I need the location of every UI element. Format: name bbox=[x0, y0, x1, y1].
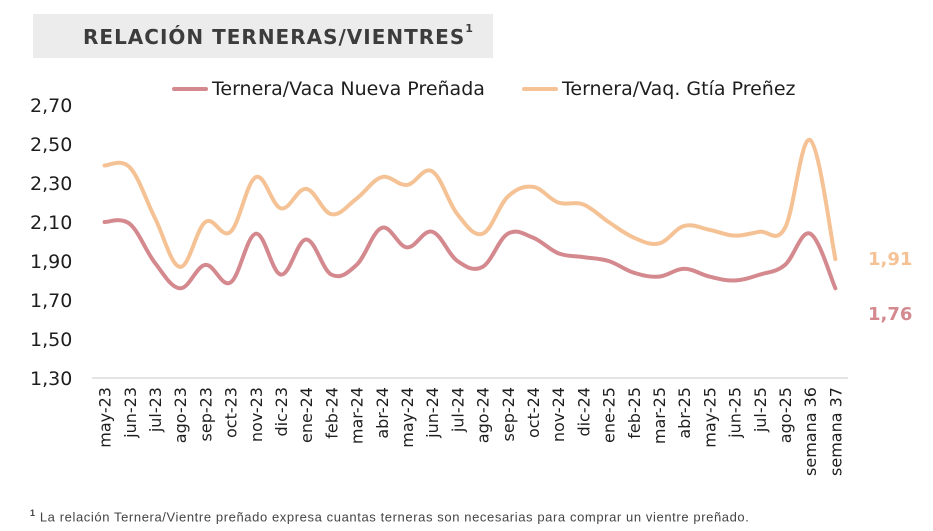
chart-title: RELACIÓN TERNERAS/VIENTRES1 bbox=[83, 22, 474, 49]
legend-label: Ternera/Vaca Nueva Preñada bbox=[212, 78, 485, 100]
y-tick-label: 2,50 bbox=[30, 134, 72, 156]
x-tick-label: ago-24 bbox=[474, 387, 493, 443]
y-tick-label: 1,50 bbox=[30, 329, 72, 351]
x-tick-label: sep-24 bbox=[499, 387, 518, 441]
series-line-1 bbox=[102, 218, 838, 291]
x-tick-label: dic-24 bbox=[574, 387, 593, 437]
chart-title-box: RELACIÓN TERNERAS/VIENTRES1 bbox=[33, 14, 493, 58]
legend-item-nueva-prenada: Ternera/Vaca Nueva Preñada bbox=[172, 77, 485, 101]
y-tick-label: 2,10 bbox=[30, 212, 72, 234]
x-tick-label: nov-23 bbox=[247, 387, 266, 442]
x-tick-label: nov-24 bbox=[549, 387, 568, 442]
x-tick-label: ago-25 bbox=[776, 387, 795, 443]
legend-label: Ternera/Vaq. Gtía Preñez bbox=[562, 78, 796, 100]
x-tick-label: dic-23 bbox=[272, 387, 291, 437]
x-tick-label: may-23 bbox=[96, 387, 115, 448]
x-tick-label: jul-23 bbox=[146, 387, 165, 433]
x-tick-label: oct-24 bbox=[524, 387, 543, 438]
x-tick-label: jul-24 bbox=[448, 387, 467, 433]
x-tick-label: semana 37 bbox=[826, 387, 845, 476]
x-tick-label: abr-24 bbox=[373, 387, 392, 439]
x-tick-label: feb-25 bbox=[625, 387, 644, 439]
y-tick-label: 1,90 bbox=[30, 251, 72, 273]
x-tick-label: ene-24 bbox=[297, 387, 316, 443]
x-tick-label: mar-25 bbox=[650, 387, 669, 444]
end-value-label: 1,76 bbox=[868, 304, 912, 325]
legend-item-gtia-prenez: Ternera/Vaq. Gtía Preñez bbox=[522, 77, 795, 101]
x-tick-label: ago-23 bbox=[171, 387, 190, 443]
end-value-label: 1,91 bbox=[868, 249, 912, 270]
x-tick-label: may-24 bbox=[398, 387, 417, 448]
x-tick-label: mar-24 bbox=[348, 387, 367, 444]
x-tick-label: jun-23 bbox=[121, 387, 140, 439]
y-tick-label: 2,30 bbox=[30, 173, 72, 195]
y-tick-label: 1,30 bbox=[30, 368, 72, 390]
series-line-2 bbox=[102, 138, 838, 269]
x-tick-label: jun-25 bbox=[726, 387, 745, 439]
x-tick-label: sep-23 bbox=[196, 387, 215, 441]
y-tick-label: 1,70 bbox=[30, 290, 72, 312]
x-tick-label: jul-25 bbox=[751, 387, 770, 433]
x-tick-label: semana 36 bbox=[801, 387, 820, 476]
x-tick-label: abr-25 bbox=[675, 387, 694, 439]
footnote: 1 La relación Ternera/Vientre preñado ex… bbox=[30, 508, 750, 525]
x-tick-label: may-25 bbox=[700, 387, 719, 448]
x-tick-label: feb-24 bbox=[322, 387, 341, 439]
legend-swatch bbox=[522, 87, 558, 91]
legend-swatch bbox=[172, 87, 208, 91]
x-tick-label: jun-24 bbox=[423, 387, 442, 439]
x-tick-label: oct-23 bbox=[222, 387, 241, 438]
y-tick-label: 2,70 bbox=[30, 95, 72, 117]
x-tick-label: ene-25 bbox=[600, 387, 619, 443]
